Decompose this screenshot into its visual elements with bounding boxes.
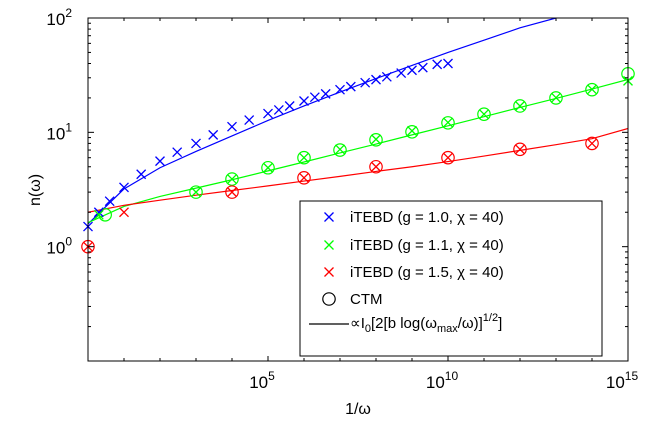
ctm-point: [549, 91, 563, 105]
itebd-point-series-0: [284, 101, 295, 111]
itebd-point-series-1: [299, 152, 309, 163]
itebd-point-series-0: [360, 77, 371, 88]
itebd-point-series-0: [407, 65, 417, 76]
itebd-point-series-0: [345, 81, 356, 92]
itebd-point-series-0: [191, 138, 201, 149]
itebd-point-series-0: [320, 88, 331, 99]
itebd-point-series-0: [309, 92, 320, 103]
itebd-point-series-2: [371, 161, 381, 172]
ctm-point: [585, 82, 599, 97]
itebd-point-series-0: [381, 71, 392, 82]
y-tick-label: 100: [46, 235, 72, 258]
legend-box: [299, 200, 603, 357]
x-tick-label: 105: [249, 369, 275, 392]
fit-curves: [88, 18, 628, 225]
legend-label-series-1: iTEBD (g = 1.1, χ = 40): [350, 237, 504, 254]
legend-marker-ctm: [322, 292, 336, 306]
itebd-point-series-2: [227, 187, 237, 198]
itebd-point-series-2: [299, 172, 309, 183]
itebd-point-series-1: [551, 92, 561, 103]
y-tick-label: 101: [46, 120, 72, 143]
ctm-point: [441, 150, 455, 165]
itebd-point-series-1: [263, 162, 273, 173]
itebd-point-series-0: [299, 96, 309, 106]
x-tick-label: 1010: [426, 369, 459, 392]
fit-curve-0: [88, 18, 557, 225]
itebd-point-series-1: [227, 174, 237, 185]
plot-frame: [87, 17, 629, 362]
itebd-point-series-1: [335, 144, 345, 155]
x-tick-label: 1015: [606, 369, 639, 392]
legend-label-fit: ∝I0[2[b log(ωmax/ω)]1/2]: [350, 312, 502, 335]
ctm-point: [369, 159, 383, 174]
itebd-point-series-1: [407, 125, 417, 136]
legend-label-series-0: iTEBD (g = 1.0, χ = 40): [350, 209, 504, 226]
itebd-point-series-1: [515, 101, 525, 111]
itebd-point-series-0: [208, 129, 219, 140]
legend-marker-series-1: [324, 240, 334, 250]
itebd-point-series-0: [136, 169, 147, 180]
itebd-point-series-0: [417, 62, 428, 73]
ctm-point: [225, 172, 239, 186]
itebd-point-series-0: [432, 59, 443, 70]
itebd-point-series-0: [396, 68, 407, 79]
itebd-point-series-0: [227, 121, 237, 132]
ctm-point: [189, 185, 203, 199]
itebd-point-series-1: [443, 117, 453, 128]
itebd-point-series-0: [273, 104, 284, 115]
data-markers: [81, 58, 635, 254]
x-axis-label: 1/ω: [345, 401, 371, 418]
ctm-point: [585, 136, 599, 151]
ctm-point: [333, 143, 347, 157]
ctm-point: [513, 99, 527, 113]
ctm-point: [477, 107, 491, 122]
itebd-point-series-0: [93, 207, 104, 218]
axis-tick-labels: 105 1010 1015 100 101 102: [46, 6, 638, 392]
axis-ticks: [87, 17, 629, 362]
ctm-point: [261, 160, 275, 175]
fit-curve-1: [88, 78, 628, 224]
ctm-point: [405, 125, 419, 139]
itebd-point-series-1: [371, 134, 381, 145]
fit-curve-2: [88, 127, 628, 213]
ctm-point: [225, 185, 239, 199]
itebd-point-series-1: [93, 209, 104, 220]
itebd-point-series-1: [587, 84, 597, 95]
itebd-point-series-0: [335, 84, 345, 95]
itebd-point-series-2: [119, 207, 129, 218]
y-axis-label: n(ω): [27, 174, 44, 206]
itebd-point-series-0: [172, 147, 183, 158]
legend-marker-series-2: [324, 267, 334, 277]
ctm-point: [369, 133, 383, 147]
legend-label-ctm: CTM: [350, 291, 383, 308]
ctm-point: [297, 171, 311, 185]
ctm-point: [441, 116, 455, 130]
itebd-point-series-0: [263, 108, 273, 119]
ctm-point: [297, 150, 311, 165]
itebd-point-series-2: [443, 152, 453, 163]
ctm-point: [513, 142, 527, 157]
itebd-point-series-1: [479, 109, 489, 120]
itebd-point-series-0: [443, 58, 453, 69]
legend-marker-series-0: [324, 212, 334, 222]
itebd-point-series-0: [371, 74, 381, 85]
itebd-point-series-0: [155, 156, 165, 167]
itebd-point-series-2: [515, 144, 525, 155]
y-tick-label: 102: [46, 6, 72, 29]
legend-label-series-2: iTEBD (g = 1.5, χ = 40): [350, 264, 504, 281]
itebd-point-series-0: [244, 115, 255, 126]
itebd-point-series-2: [587, 138, 597, 149]
itebd-point-series-1: [191, 187, 201, 198]
legend: iTEBD (g = 1.0, χ = 40) iTEBD (g = 1.1, χ…: [299, 200, 603, 357]
itebd-point-series-0: [104, 196, 115, 207]
itebd-point-series-0: [119, 182, 129, 193]
